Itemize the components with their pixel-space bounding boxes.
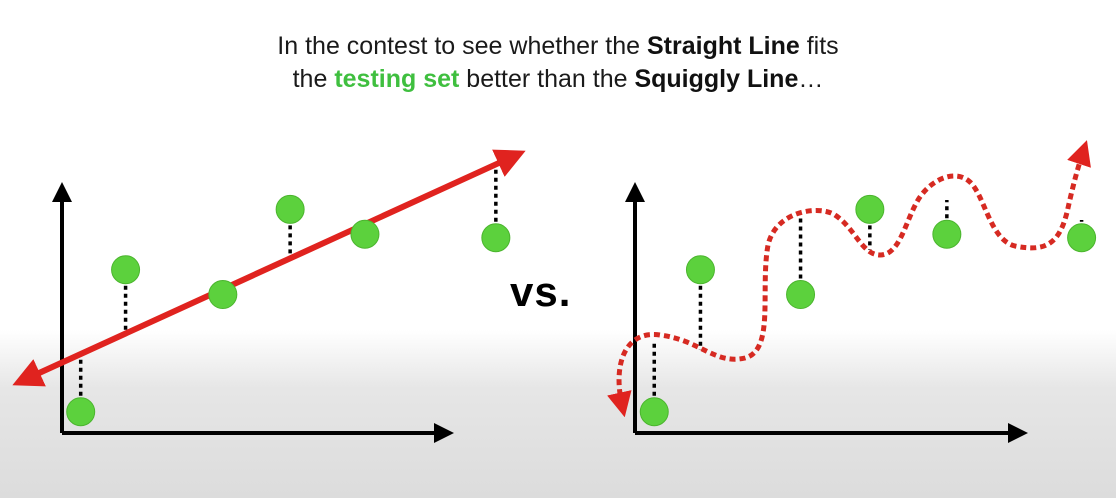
caption-line-2: the testing set better than the Squiggly…: [0, 63, 1116, 96]
caption-line-1: In the contest to see whether the Straig…: [0, 30, 1116, 63]
right-data-point-2: [786, 280, 816, 310]
caption-text: the: [292, 65, 335, 93]
left-data-point-5: [481, 223, 511, 253]
caption-text: fits: [799, 32, 839, 60]
right-panel: [607, 140, 1097, 443]
right-points: [639, 194, 1097, 427]
left-data-point-3: [275, 194, 305, 224]
right-residuals: [652, 200, 1084, 412]
right-data-point-3: [855, 194, 885, 224]
caption-squiggly-line: Squiggly Line: [634, 65, 799, 93]
vs-label: vs.: [510, 268, 572, 315]
right-data-point-5: [1067, 223, 1097, 253]
caption-text: In the contest to see whether the: [277, 32, 647, 60]
left-points: [66, 194, 511, 427]
left-data-point-1: [111, 255, 141, 285]
right-data-point-4: [932, 219, 962, 249]
left-data-point-2: [208, 280, 238, 310]
caption-ellipsis: …: [798, 65, 824, 93]
caption-testing-set: testing set: [334, 65, 460, 93]
caption: In the contest to see whether the Straig…: [0, 30, 1116, 96]
left-data-point-4: [350, 219, 380, 249]
left-panel: [12, 149, 526, 443]
right-data-point-0: [639, 397, 669, 427]
straight-fit-line: [12, 149, 526, 387]
right-data-point-1: [685, 255, 715, 285]
squiggly-fit-line: [607, 140, 1091, 418]
left-data-point-0: [66, 397, 96, 427]
caption-text: better than the: [459, 65, 635, 93]
caption-straight-line: Straight Line: [646, 32, 800, 60]
